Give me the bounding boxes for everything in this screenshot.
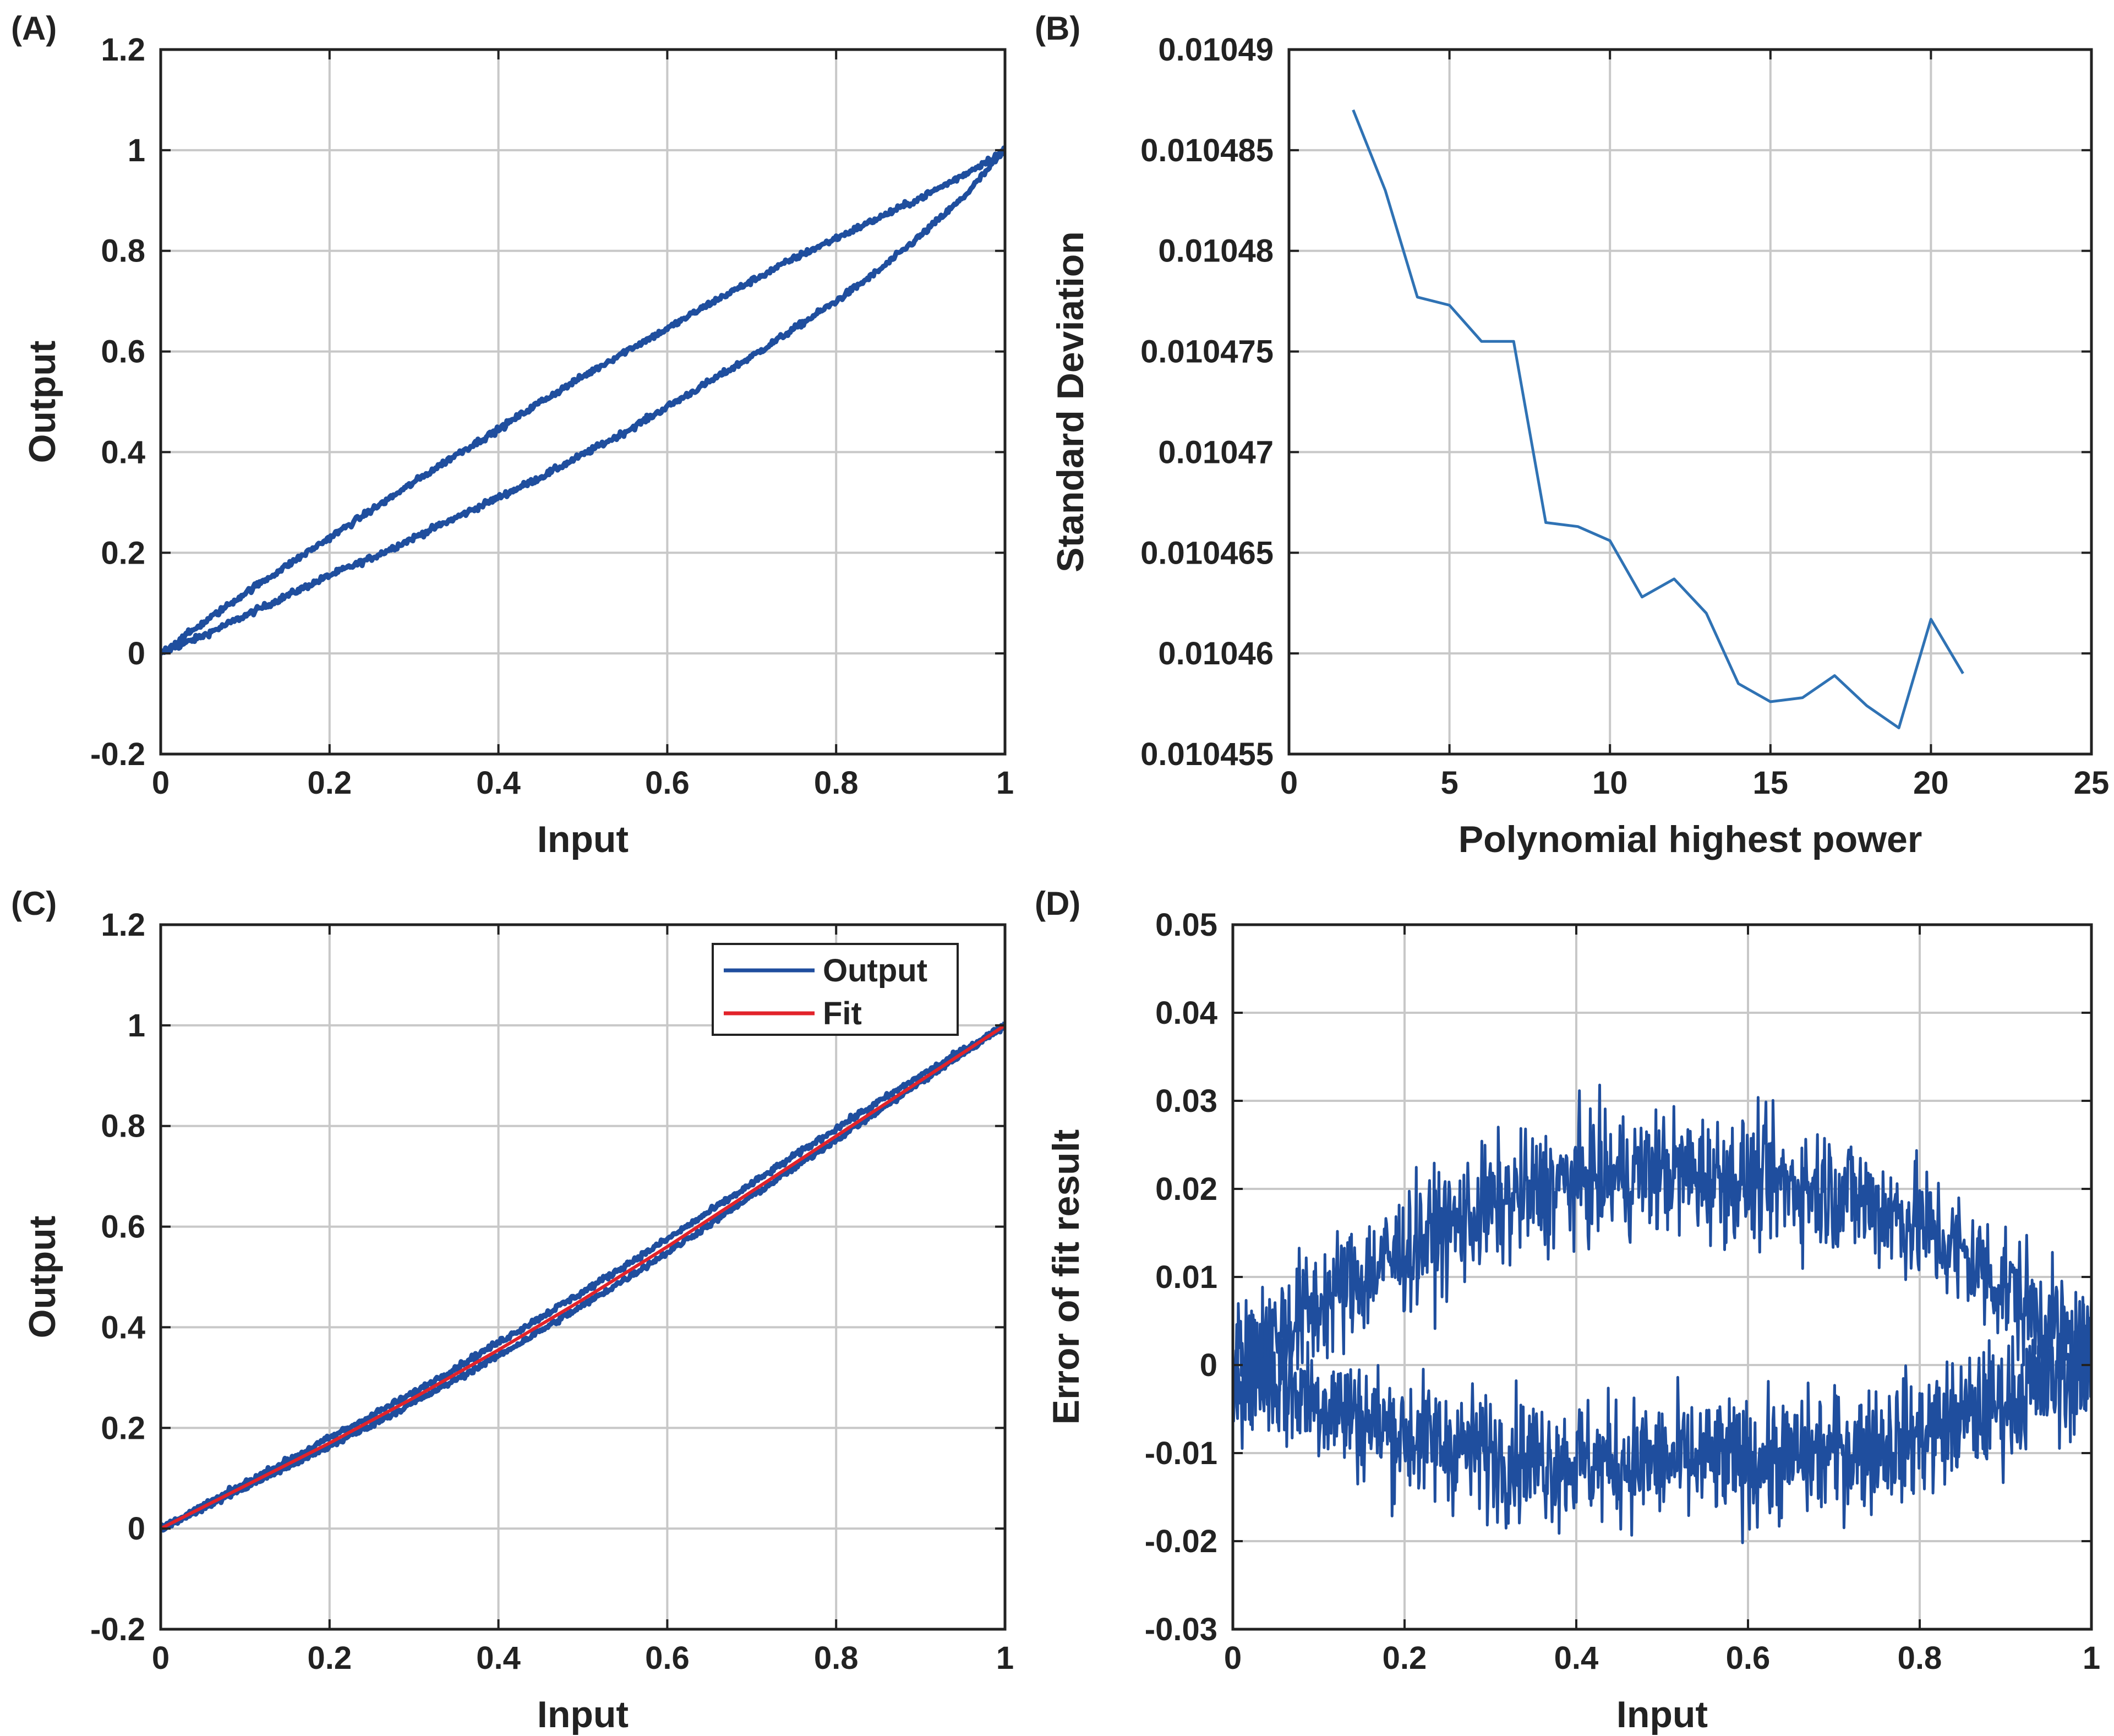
y-axis-label: Standard Deviation — [1050, 231, 1091, 572]
panel-label: (A) — [11, 10, 57, 47]
x-tick-label: 0.6 — [1726, 1640, 1771, 1676]
data-layer — [161, 1021, 1005, 1533]
panel-label: (C) — [11, 885, 57, 922]
x-tick-label: 0.4 — [476, 765, 521, 801]
x-tick-label: 10 — [1592, 765, 1628, 801]
axes-box — [1287, 48, 2093, 756]
y-tick-label: 0.2 — [101, 535, 145, 571]
y-tick-label: 0.02 — [1155, 1171, 1217, 1207]
x-tick-label: 0 — [152, 1640, 170, 1676]
panel-a: 0 0.2 0.4 0.6 0.8 1-0.200.20.40.60.811.2Input… — [11, 10, 1014, 860]
panel-d: 0 0.2 0.4 0.6 0.8 1 -0.03 -0.02 -0.01 0 0.01 0.02 0.… — [1035, 885, 2100, 1735]
plot-area — [161, 925, 1005, 1629]
y-axis-label: Output — [21, 1216, 63, 1339]
std-series-line — [1352, 109, 1964, 729]
legend: Output Fit — [712, 943, 959, 1036]
y-tick-label: 0.010475 — [1140, 334, 1274, 370]
y-tick-label: -0.03 — [1145, 1612, 1217, 1647]
x-axis-label: Polynomial highest power — [1459, 818, 1922, 860]
y-axis-label: Error of fit result — [1045, 1129, 1087, 1425]
data-layer — [1233, 1083, 2091, 1544]
error-series-line-1 — [1233, 1296, 2091, 1544]
x-tick-label: 0.2 — [307, 1640, 352, 1676]
y-tick-label: 0.4 — [101, 1309, 145, 1345]
plot-area — [161, 50, 1005, 754]
x-tick-label: 0.8 — [814, 765, 859, 801]
data-layer — [1352, 109, 1964, 729]
x-tick-label: 25 — [2074, 765, 2110, 801]
panel-c: 0 0.2 0.4 0.6 0.8 1-0.200.20.40.60.811.2Input… — [11, 885, 1014, 1735]
y-tick-label: 0.01 — [1155, 1259, 1217, 1295]
y-tick-label: 0.04 — [1155, 995, 1217, 1031]
y-tick-label: 0.8 — [101, 1109, 145, 1144]
y-tick-label: 0.05 — [1155, 907, 1217, 943]
error-series-line-0 — [1233, 1083, 2091, 1423]
x-tick-label: 0.2 — [307, 765, 352, 801]
y-tick-label: 0 — [128, 1511, 145, 1547]
y-tick-label: 0.6 — [101, 1209, 145, 1245]
y-tick-label: 0.8 — [101, 233, 145, 269]
series-line-0 — [161, 146, 1005, 655]
panel-b: 0 5 10 15 20 25 0.010455 0.01046 0.010465 0.01047… — [1035, 10, 2109, 860]
plot-area — [1289, 50, 2091, 754]
x-tick-label: 0.4 — [476, 1640, 521, 1676]
x-tick-label: 0.2 — [1383, 1640, 1427, 1676]
legend-entry-label: Fit — [823, 996, 862, 1031]
y-tick-label: 0.6 — [101, 334, 145, 370]
y-tick-label: 0.01048 — [1158, 233, 1274, 269]
x-tick-label: 1 — [996, 765, 1014, 801]
x-tick-label: 0 — [152, 765, 170, 801]
x-tick-label: 20 — [1913, 765, 1949, 801]
output-series-line — [161, 1023, 1005, 1531]
y-tick-label: 0.01047 — [1158, 434, 1274, 470]
x-tick-label: 0 — [1280, 765, 1298, 801]
series-line-1 — [161, 145, 1005, 656]
fit-series-line — [161, 1024, 1005, 1530]
data-layer — [161, 145, 1005, 656]
x-tick-label: 0.8 — [1898, 1640, 1942, 1676]
y-tick-label: 0.4 — [101, 434, 145, 470]
y-tick-label: 0.010465 — [1140, 535, 1274, 571]
y-tick-label: 0 — [1200, 1347, 1217, 1383]
y-tick-label: 1 — [128, 133, 145, 168]
y-tick-label: -0.02 — [1145, 1524, 1217, 1559]
x-tick-label: 15 — [1753, 765, 1789, 801]
legend-box — [712, 943, 959, 1036]
y-tick-label: 0.01046 — [1158, 636, 1274, 672]
y-axis-label: Output — [21, 341, 63, 463]
y-tick-label: -0.01 — [1145, 1435, 1217, 1471]
x-tick-label: 0 — [1224, 1640, 1242, 1676]
y-tick-label: -0.2 — [90, 1612, 145, 1647]
y-tick-label: 1.2 — [101, 32, 145, 68]
x-tick-label: 0.4 — [1554, 1640, 1599, 1676]
legend-entry-label: Output — [823, 953, 927, 989]
x-tick-label: 0.6 — [645, 1640, 690, 1676]
y-tick-label: 0.2 — [101, 1410, 145, 1446]
x-tick-label: 0.8 — [814, 1640, 859, 1676]
x-axis-label: Input — [1616, 1694, 1708, 1735]
x-axis-label: Input — [537, 818, 629, 860]
x-axis-label: Input — [537, 1694, 629, 1735]
axes-box — [159, 923, 1007, 1631]
x-tick-label: 1 — [2083, 1640, 2100, 1676]
y-tick-label: 0.03 — [1155, 1083, 1217, 1119]
y-tick-label: 0.010455 — [1140, 736, 1274, 772]
x-tick-label: 5 — [1440, 765, 1458, 801]
x-tick-label: 1 — [996, 1640, 1014, 1676]
output-series-line-lower — [161, 1021, 1005, 1533]
x-tick-label: 0.6 — [645, 765, 690, 801]
axes-box — [159, 48, 1007, 756]
y-tick-label: 0.01049 — [1158, 32, 1274, 68]
panel-label: (B) — [1035, 10, 1080, 47]
y-tick-label: 1 — [128, 1008, 145, 1044]
y-tick-label: 1.2 — [101, 907, 145, 943]
y-tick-label: -0.2 — [90, 736, 145, 772]
y-tick-label: 0.010485 — [1140, 133, 1274, 168]
y-tick-label: 0 — [128, 636, 145, 672]
panel-label: (D) — [1035, 885, 1080, 922]
